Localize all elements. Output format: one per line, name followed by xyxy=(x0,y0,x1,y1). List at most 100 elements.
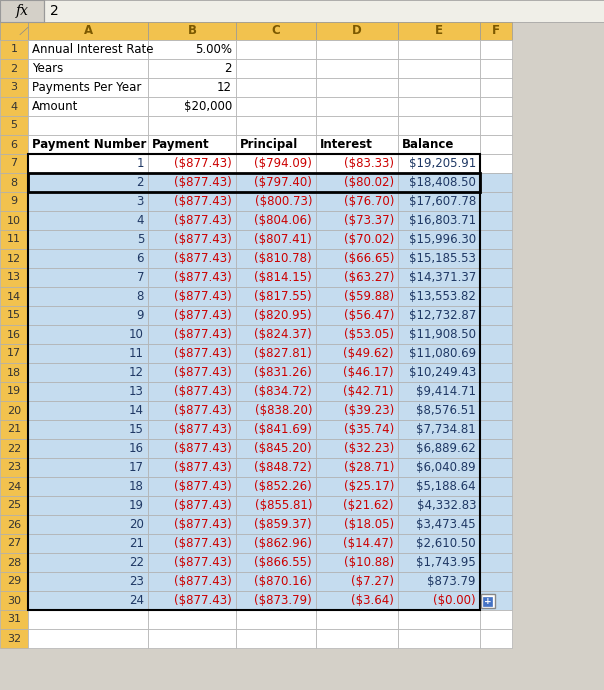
Text: ($877.43): ($877.43) xyxy=(174,233,232,246)
Bar xyxy=(398,59,480,78)
Bar xyxy=(148,591,236,610)
Bar xyxy=(0,401,28,420)
Bar xyxy=(148,192,236,211)
Text: ($834.72): ($834.72) xyxy=(254,385,312,398)
Text: ($3.64): ($3.64) xyxy=(351,594,394,607)
Text: ($877.43): ($877.43) xyxy=(174,214,232,227)
Bar xyxy=(316,268,398,287)
Bar xyxy=(481,594,495,608)
Bar xyxy=(148,325,236,344)
Bar xyxy=(480,135,512,154)
Text: $1,743.95: $1,743.95 xyxy=(416,556,476,569)
Text: Payment Number: Payment Number xyxy=(32,138,146,151)
Text: 5: 5 xyxy=(137,233,144,246)
Bar xyxy=(316,230,398,249)
Bar xyxy=(148,363,236,382)
Text: $8,576.51: $8,576.51 xyxy=(416,404,476,417)
Text: $15,185.53: $15,185.53 xyxy=(409,252,476,265)
Bar xyxy=(236,97,316,116)
Bar xyxy=(480,534,512,553)
Bar xyxy=(398,211,480,230)
Bar xyxy=(148,610,236,629)
Bar xyxy=(28,344,148,363)
Bar xyxy=(398,629,480,648)
Bar xyxy=(236,534,316,553)
Bar xyxy=(148,78,236,97)
Bar xyxy=(480,553,512,572)
Bar xyxy=(316,477,398,496)
Bar xyxy=(398,420,480,439)
Text: ($877.43): ($877.43) xyxy=(174,480,232,493)
Bar xyxy=(398,306,480,325)
Bar xyxy=(0,78,28,97)
Text: $6,889.62: $6,889.62 xyxy=(416,442,476,455)
Bar xyxy=(0,515,28,534)
Text: 2: 2 xyxy=(225,62,232,75)
Bar xyxy=(148,458,236,477)
Bar xyxy=(0,0,604,22)
Bar xyxy=(28,154,148,173)
Bar xyxy=(480,629,512,648)
Text: 18: 18 xyxy=(129,480,144,493)
Bar xyxy=(316,173,398,192)
Bar xyxy=(480,192,512,211)
Bar xyxy=(236,211,316,230)
Bar xyxy=(316,211,398,230)
Text: ($831.26): ($831.26) xyxy=(254,366,312,379)
Bar xyxy=(0,0,44,22)
Bar xyxy=(236,610,316,629)
Bar xyxy=(0,249,28,268)
Text: ($877.43): ($877.43) xyxy=(174,309,232,322)
Text: ($76.70): ($76.70) xyxy=(344,195,394,208)
Bar xyxy=(236,135,316,154)
Text: $19,205.91: $19,205.91 xyxy=(409,157,476,170)
Text: $11,080.69: $11,080.69 xyxy=(409,347,476,360)
Bar xyxy=(0,154,28,173)
Text: $5,188.64: $5,188.64 xyxy=(416,480,476,493)
Bar xyxy=(148,534,236,553)
Bar xyxy=(28,496,148,515)
Bar xyxy=(28,629,148,648)
Bar xyxy=(398,135,480,154)
Bar xyxy=(398,496,480,515)
Bar xyxy=(316,610,398,629)
Bar xyxy=(0,496,28,515)
Bar xyxy=(316,629,398,648)
Bar xyxy=(0,610,28,629)
Bar xyxy=(316,382,398,401)
Bar xyxy=(480,515,512,534)
Bar xyxy=(0,344,28,363)
Text: ($866.55): ($866.55) xyxy=(254,556,312,569)
Bar xyxy=(398,477,480,496)
Text: ($877.43): ($877.43) xyxy=(174,271,232,284)
Bar xyxy=(0,211,28,230)
Bar xyxy=(398,22,480,40)
Bar xyxy=(316,78,398,97)
Bar xyxy=(398,363,480,382)
Text: 6: 6 xyxy=(10,139,18,150)
Text: 16: 16 xyxy=(7,330,21,339)
Bar xyxy=(148,211,236,230)
Text: D: D xyxy=(352,25,362,37)
Bar xyxy=(28,591,148,610)
Text: ($59.88): ($59.88) xyxy=(344,290,394,303)
Text: 2: 2 xyxy=(50,4,59,18)
Text: ($852.26): ($852.26) xyxy=(254,480,312,493)
Text: 6: 6 xyxy=(137,252,144,265)
Text: 10: 10 xyxy=(129,328,144,341)
Bar xyxy=(236,496,316,515)
Bar xyxy=(480,22,512,40)
Bar xyxy=(148,401,236,420)
Text: ($877.43): ($877.43) xyxy=(174,252,232,265)
Bar xyxy=(0,534,28,553)
Bar xyxy=(316,59,398,78)
Text: 9: 9 xyxy=(137,309,144,322)
Bar xyxy=(316,515,398,534)
Text: ($28.71): ($28.71) xyxy=(344,461,394,474)
Text: 1: 1 xyxy=(137,157,144,170)
Bar xyxy=(0,287,28,306)
Bar xyxy=(398,572,480,591)
Bar xyxy=(480,420,512,439)
Bar xyxy=(398,344,480,363)
Bar xyxy=(0,382,28,401)
